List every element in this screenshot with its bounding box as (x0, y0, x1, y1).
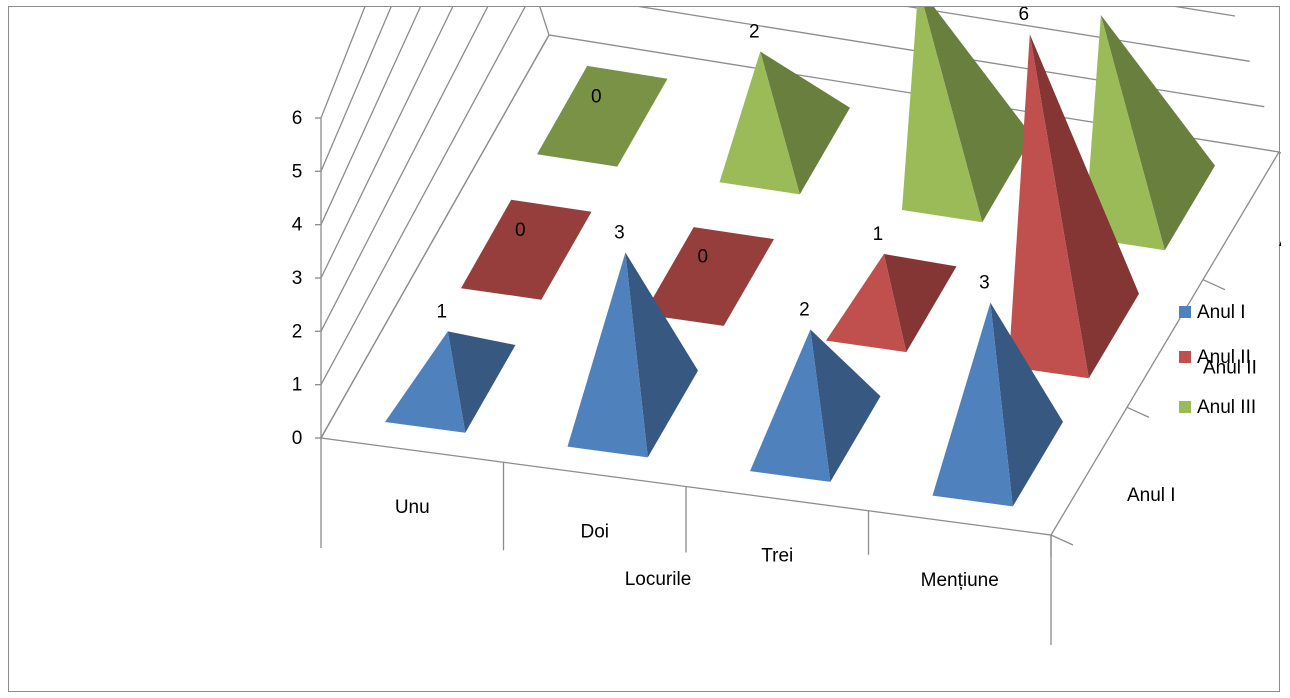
chart-marks (385, 7, 1215, 507)
data-label: 2 (749, 21, 760, 42)
data-label: 1 (873, 224, 884, 245)
pyramid-front-face (567, 252, 648, 458)
pyramid-side-face (447, 331, 516, 433)
legend-swatch (1179, 401, 1191, 413)
depth-tick-label: Anul I (1127, 485, 1176, 506)
pyramid-side-face (1100, 15, 1215, 251)
data-label: 2 (799, 300, 810, 321)
data-label: 3 (979, 273, 990, 294)
depth-divider-line (1202, 279, 1226, 291)
depth-divider-line (1126, 406, 1150, 418)
depth-tick-label: Anul II (1203, 358, 1257, 379)
gridline (320, 7, 392, 172)
x-tick-label: Mențiune (921, 570, 999, 591)
pyramid-side-face (923, 7, 1033, 223)
data-label: 0 (591, 86, 602, 107)
data-label: 3 (614, 222, 625, 243)
pyramid-front-face (932, 302, 1013, 507)
x-tick-label: Unu (395, 497, 430, 518)
legend-swatch (1179, 306, 1191, 318)
pyramid-front-face (826, 254, 907, 353)
depth-axis-ticks: Anul I Anul II Anul III (1050, 151, 1281, 645)
legend: Anul I Anul II Anul III (1179, 302, 1256, 418)
legend-label: Anul III (1197, 397, 1256, 418)
y-tick-label: 1 (292, 375, 303, 396)
depth-divider-line (1278, 151, 1281, 154)
y-axis-ticks: 0 1 2 3 4 5 6 (292, 108, 321, 449)
y-tick-label: 4 (292, 215, 303, 236)
x-axis-title: Locurile (625, 569, 692, 590)
pyramid-side-face (1029, 34, 1139, 379)
pyramid-flat-base (461, 199, 592, 300)
pyramid-flat-base (537, 65, 668, 167)
y-tick-label: 5 (292, 161, 303, 182)
x-tick-label: Doi (580, 521, 609, 542)
pyramid-side-face (990, 302, 1063, 507)
gridline (320, 7, 1265, 386)
gridline (320, 7, 1236, 279)
pyramid-front-face (1084, 15, 1165, 251)
data-label: 6 (1018, 7, 1029, 25)
legend-label: Anul II (1197, 347, 1251, 368)
depth-tick-label: Anul III (1279, 230, 1281, 251)
pyramid-front-face (719, 51, 800, 195)
back-wall-outline (539, 7, 550, 36)
pyramid-front-face (385, 331, 466, 433)
data-labels: 024400161323 (437, 7, 1030, 322)
chart-svg: 0 1 2 3 4 5 6 Unu Doi Trei Mențiune Anul I Anul II… (292, 7, 1281, 645)
y-tick-label: 0 (292, 428, 303, 449)
data-label: 0 (697, 247, 708, 268)
pyramid-side-face (883, 254, 957, 353)
legend-label: Anul I (1197, 302, 1246, 323)
y-tick-label: 2 (292, 321, 303, 342)
legend-swatch (1179, 351, 1191, 363)
pyramid-front-face (750, 329, 831, 482)
pyramid-side-face (625, 252, 698, 458)
pyramid-flat-base (643, 227, 774, 326)
y-tick-label: 3 (292, 268, 303, 289)
depth-divider-line (1050, 534, 1074, 546)
x-axis-ticks: Unu Doi Trei Mențiune (320, 438, 1052, 591)
y-tick-label: 6 (292, 108, 303, 129)
x-tick-label: Trei (761, 546, 793, 567)
pyramid-side-face (760, 51, 850, 195)
pyramid-front-face (902, 7, 983, 223)
pyramid-side-face (810, 329, 881, 482)
gridline (320, 7, 1250, 332)
gridline (320, 7, 422, 225)
chart-frame: 0 1 2 3 4 5 6 Unu Doi Trei Mențiune Anul I Anul II… (8, 6, 1281, 692)
data-label: 0 (515, 220, 526, 241)
data-label: 1 (437, 301, 448, 322)
pyramid-front-face (1008, 34, 1089, 379)
